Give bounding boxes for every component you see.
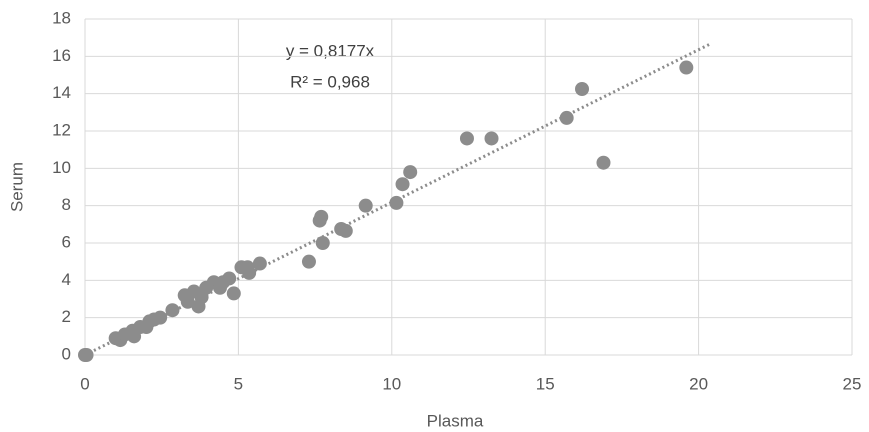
x-axis-label: Plasma xyxy=(427,411,484,430)
point xyxy=(560,111,574,125)
y-tick-label: 4 xyxy=(62,270,71,289)
point xyxy=(396,177,410,191)
y-tick-label: 18 xyxy=(52,8,71,27)
point xyxy=(80,348,94,362)
point xyxy=(359,199,373,213)
x-tick-label: 15 xyxy=(536,374,555,393)
y-tick-label: 0 xyxy=(62,344,71,363)
equation: y = 0,8177x xyxy=(286,41,375,60)
point xyxy=(575,82,589,96)
point xyxy=(314,210,328,224)
y-axis-label: Serum xyxy=(7,162,26,212)
point xyxy=(679,61,693,75)
point xyxy=(339,224,353,238)
point xyxy=(222,271,236,285)
y-tick-label: 10 xyxy=(52,158,71,177)
point xyxy=(316,236,330,250)
point xyxy=(153,311,167,325)
point xyxy=(403,165,417,179)
chart: Plasma Serum y = 0,8177x R² = 0,968 0 2 4 6… xyxy=(0,0,869,432)
y-tick-label: 2 xyxy=(62,307,71,326)
point xyxy=(253,257,267,271)
y-tick-label: 8 xyxy=(62,195,71,214)
y-tick-label: 12 xyxy=(52,120,71,139)
x-tick-label: 10 xyxy=(382,374,401,393)
x-tick-label: 5 xyxy=(234,374,243,393)
x-tick-label: 20 xyxy=(689,374,708,393)
y-tick-label: 6 xyxy=(62,232,71,251)
y-tick-label: 14 xyxy=(52,83,71,102)
r-squared: R² = 0,968 xyxy=(290,72,370,91)
point xyxy=(485,131,499,145)
x-tick-label: 25 xyxy=(843,374,862,393)
x-tick-label: 0 xyxy=(80,374,89,393)
point xyxy=(165,303,179,317)
y-tick-label: 16 xyxy=(52,46,71,65)
point xyxy=(302,255,316,269)
point xyxy=(242,266,256,280)
point xyxy=(389,196,403,210)
point xyxy=(227,286,241,300)
point xyxy=(596,156,610,170)
point xyxy=(460,131,474,145)
